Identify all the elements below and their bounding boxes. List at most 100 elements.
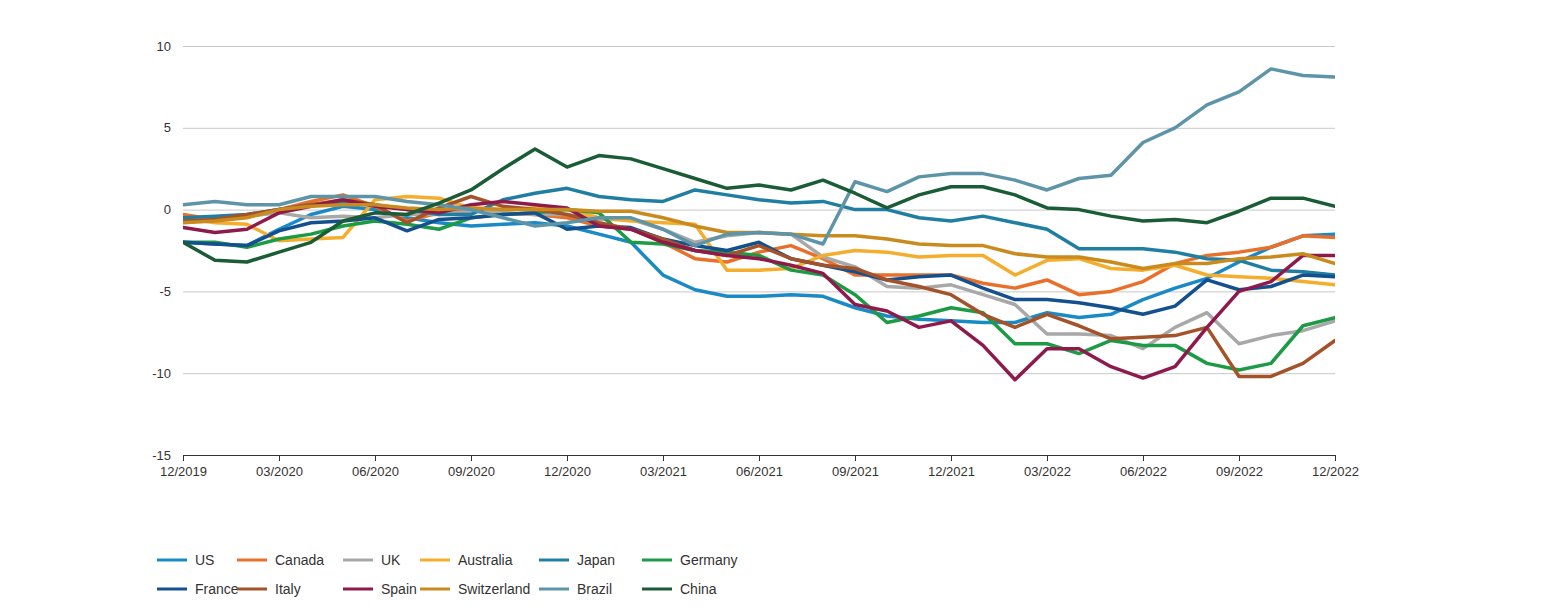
x-tick-mark xyxy=(279,455,280,461)
legend-swatch xyxy=(420,588,450,591)
x-tick: 03/2020 xyxy=(256,455,303,479)
legend-item: US xyxy=(157,552,214,568)
grid-line xyxy=(183,128,1335,129)
x-axis-line xyxy=(184,456,1336,462)
legend-label: Spain xyxy=(381,581,417,597)
legend-label: Germany xyxy=(680,552,738,568)
x-tick-label: 09/2021 xyxy=(832,464,879,479)
y-tick-label: -5 xyxy=(159,284,171,299)
series-line xyxy=(183,200,1335,380)
y-tick-label: -10 xyxy=(152,366,171,381)
x-tick-mark xyxy=(567,455,568,461)
x-tick-mark xyxy=(183,455,184,461)
chart: -15 -10 -5 0 5 10 12/2019 03/2020 06/2020 09/2020… xyxy=(0,0,1553,615)
y-axis-line xyxy=(184,47,1336,456)
series-line xyxy=(183,205,1335,269)
legend-item: Japan xyxy=(539,552,615,568)
legend-item: Spain xyxy=(343,581,417,597)
x-tick-mark xyxy=(1335,455,1336,461)
legend-swatch xyxy=(237,559,267,562)
y-tick-label: 0 xyxy=(164,202,171,217)
x-tick-mark xyxy=(951,455,952,461)
x-tick-mark xyxy=(375,455,376,461)
x-tick: 12/2021 xyxy=(928,455,975,479)
y-tick-label: 10 xyxy=(157,39,171,54)
x-tick-label: 03/2022 xyxy=(1024,464,1071,479)
legend: US Canada UK Australia Japan Germany France Ita… xyxy=(157,552,738,597)
series-line xyxy=(183,149,1335,262)
y-tick: -15 xyxy=(152,448,1335,463)
x-tick: 12/2020 xyxy=(544,455,591,479)
x-tick-label: 12/2022 xyxy=(1312,464,1359,479)
legend-label: US xyxy=(195,552,214,568)
legend-label: Japan xyxy=(577,552,615,568)
legend-swatch xyxy=(343,559,373,562)
legend-label: Australia xyxy=(458,552,513,568)
series-line xyxy=(183,213,1335,314)
x-tick: 09/2022 xyxy=(1216,455,1263,479)
x-tick: 03/2021 xyxy=(640,455,687,479)
x-tick-label: 09/2020 xyxy=(448,464,495,479)
x-tick-label: 12/2019 xyxy=(160,464,207,479)
legend-item: Brazil xyxy=(539,581,612,597)
legend-swatch xyxy=(642,588,672,591)
legend-label: Switzerland xyxy=(458,581,530,597)
plot: -15 -10 -5 0 5 10 12/2019 03/2020 06/2020 09/2020… xyxy=(152,39,1359,480)
x-tick-label: 06/2021 xyxy=(736,464,783,479)
legend-item: Switzerland xyxy=(420,581,530,597)
x-tick-label: 09/2022 xyxy=(1216,464,1263,479)
x-tick-mark xyxy=(759,455,760,461)
x-tick: 09/2020 xyxy=(448,455,495,479)
legend-swatch xyxy=(343,588,373,591)
x-tick-mark xyxy=(1239,455,1240,461)
x-tick-mark xyxy=(663,455,664,461)
legend-swatch xyxy=(237,588,267,591)
x-tick: 12/2019 xyxy=(160,455,207,479)
legend-label: Italy xyxy=(275,581,301,597)
y-tick-label: -15 xyxy=(152,448,171,463)
x-tick: 12/2022 xyxy=(1312,455,1359,479)
y-tick-label: 5 xyxy=(164,120,171,135)
x-tick-mark xyxy=(855,455,856,461)
x-tick: 03/2022 xyxy=(1024,455,1071,479)
legend-label: Brazil xyxy=(577,581,612,597)
series-line xyxy=(183,197,1335,377)
legend-item: China xyxy=(642,581,717,597)
legend-swatch xyxy=(642,559,672,562)
x-tick-mark xyxy=(471,455,472,461)
legend-swatch xyxy=(539,559,569,562)
legend-item: Italy xyxy=(237,581,301,597)
legend-label: Canada xyxy=(275,552,324,568)
x-axis: 12/2019 03/2020 06/2020 09/2020 12/2020 03/20… xyxy=(160,455,1359,479)
legend-item: Germany xyxy=(642,552,738,568)
legend-item: France xyxy=(157,581,239,597)
legend-item: UK xyxy=(343,552,401,568)
y-tick: 10 xyxy=(157,39,1335,54)
x-tick-label: 12/2021 xyxy=(928,464,975,479)
x-tick-label: 06/2020 xyxy=(352,464,399,479)
x-tick-label: 06/2022 xyxy=(1120,464,1167,479)
grid-line xyxy=(183,210,1335,211)
x-tick: 06/2021 xyxy=(736,455,783,479)
legend-label: France xyxy=(195,581,239,597)
x-tick-label: 03/2021 xyxy=(640,464,687,479)
legend-label: China xyxy=(680,581,717,597)
grid-line xyxy=(183,46,1335,47)
legend-item: Canada xyxy=(237,552,324,568)
legend-swatch xyxy=(157,559,187,562)
legend-label: UK xyxy=(381,552,401,568)
x-tick-mark xyxy=(1143,455,1144,461)
x-tick-label: 03/2020 xyxy=(256,464,303,479)
x-tick: 06/2020 xyxy=(352,455,399,479)
x-tick: 09/2021 xyxy=(832,455,879,479)
grid-line xyxy=(183,373,1335,374)
x-tick-mark xyxy=(1047,455,1048,461)
lines xyxy=(183,69,1335,380)
legend-item: Australia xyxy=(420,552,513,568)
legend-swatch xyxy=(420,559,450,562)
legend-swatch xyxy=(157,588,187,591)
x-tick-label: 12/2020 xyxy=(544,464,591,479)
y-axis: -15 -10 -5 0 5 10 xyxy=(152,39,1335,463)
legend-swatch xyxy=(539,588,569,591)
x-tick: 06/2022 xyxy=(1120,455,1167,479)
